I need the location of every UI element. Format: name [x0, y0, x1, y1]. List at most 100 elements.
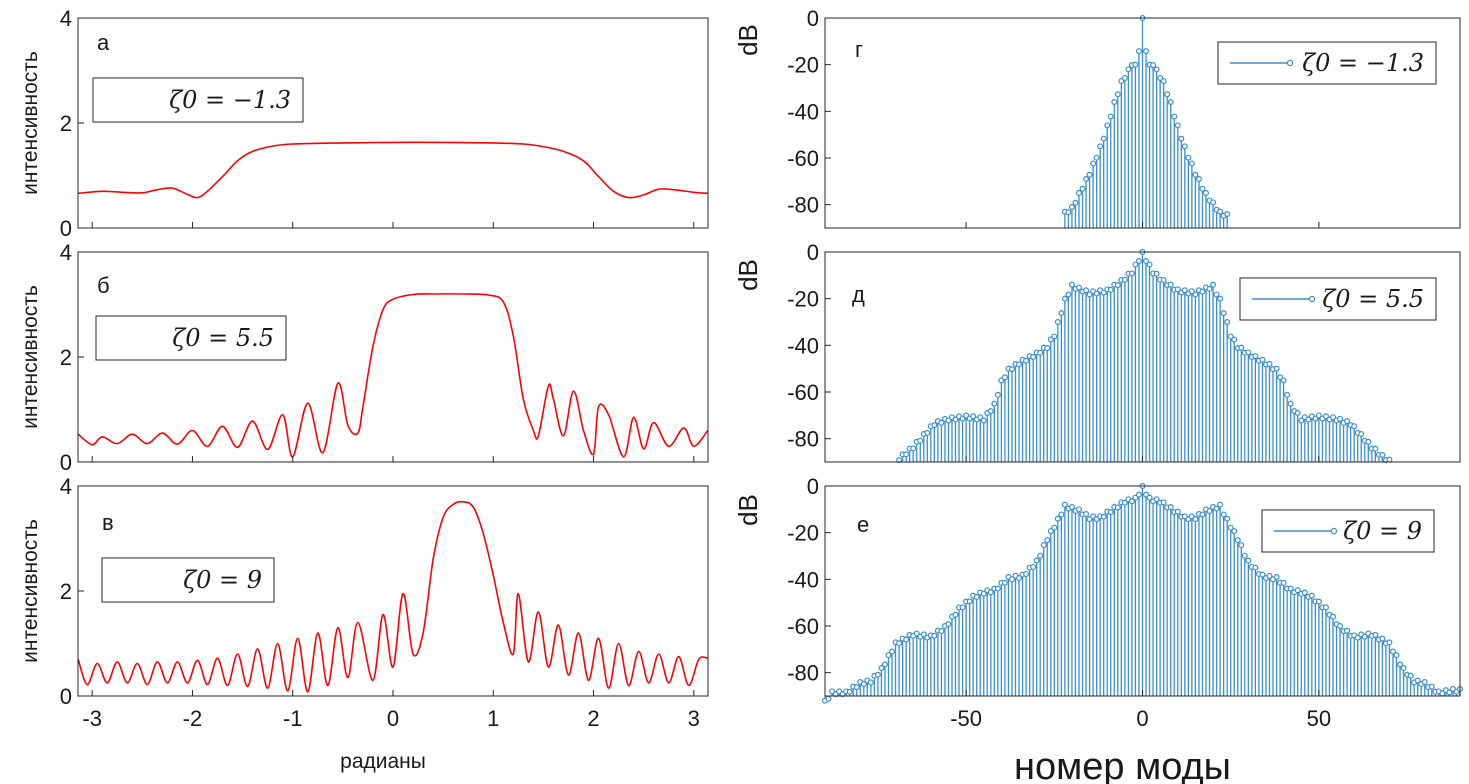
panel-a: 0 2 4 интенсивность а ζ0 = −1.3: [19, 6, 709, 241]
stem-marker: [1171, 113, 1178, 120]
stem-marker: [1421, 678, 1428, 685]
stem-marker: [1100, 513, 1107, 520]
stem-marker: [1245, 349, 1252, 356]
stem-marker: [1132, 61, 1139, 68]
panel-letter-c: в: [102, 510, 114, 535]
stem-marker: [938, 628, 945, 635]
stem-marker: [945, 621, 952, 628]
stem-marker: [1273, 573, 1280, 580]
stem-marker: [1016, 361, 1023, 368]
stem-marker: [1090, 160, 1097, 167]
xtick-label: 0: [387, 706, 399, 731]
stem-marker: [959, 415, 966, 422]
stem-marker: [1315, 412, 1322, 419]
stem-marker: [1146, 261, 1153, 268]
stem-marker: [980, 590, 987, 597]
stem-marker: [885, 652, 892, 659]
stem-marker: [1135, 491, 1142, 498]
stem-marker: [1308, 592, 1315, 599]
stem-marker: [1358, 431, 1365, 438]
ytick-label: -20: [787, 287, 819, 312]
stem-marker: [1192, 171, 1199, 178]
stem-marker: [1114, 504, 1121, 511]
stem-marker: [1164, 91, 1171, 98]
stem-marker: [1284, 391, 1291, 398]
stem-marker: [1072, 199, 1079, 206]
xlabel-f: номер моды: [1014, 746, 1231, 784]
stem-marker: [1280, 377, 1287, 384]
ylabel-c: интенсивность: [19, 519, 42, 663]
stem-marker: [1058, 310, 1065, 317]
intensity-line-c: [77, 500, 708, 693]
stem-marker: [924, 429, 931, 436]
stem-marker: [1093, 154, 1100, 161]
stem-marker: [1044, 345, 1051, 352]
stem-marker: [825, 695, 832, 702]
stem-marker: [987, 589, 994, 596]
stem-marker: [994, 585, 1001, 592]
legend-marker: [1330, 527, 1338, 535]
stem-marker: [860, 681, 867, 688]
stem-marker: [1061, 295, 1068, 302]
stem-marker: [1231, 336, 1238, 343]
stem-marker: [1210, 199, 1217, 206]
stem-marker: [920, 631, 927, 638]
xtick-label: 0: [1136, 706, 1148, 731]
stem-marker: [1389, 648, 1396, 655]
ytick-label: 0: [60, 216, 72, 241]
stem-marker: [1372, 631, 1379, 638]
stem-marker: [1146, 494, 1153, 501]
stem-marker: [1181, 287, 1188, 294]
stem-marker: [896, 640, 903, 647]
ytick-label: 4: [60, 474, 72, 499]
stem-marker: [1224, 211, 1231, 218]
panel-d: 0 -20 -40 -60 -80 dB г ζ0 = −1.3: [733, 6, 1461, 229]
stem-marker: [1322, 604, 1329, 611]
stem-marker: [853, 684, 860, 691]
stem-marker: [1160, 499, 1167, 506]
stem-marker: [1093, 290, 1100, 297]
intensity-line-b: [77, 293, 709, 458]
stem-marker: [1252, 564, 1259, 571]
stem-marker: [1167, 98, 1174, 105]
stem-marker: [1365, 438, 1372, 445]
intensity-line-a: [78, 141, 708, 199]
stem-marker: [1266, 361, 1273, 368]
stem-marker: [1167, 504, 1174, 511]
stem-marker: [1100, 289, 1107, 296]
ytick-label: -60: [787, 614, 819, 639]
panel-c: 0 2 4 -3 -2 -1 0 1 2 3 интенсивность в ζ0 = 9 радианы: [19, 474, 709, 773]
stem-marker: [1294, 587, 1301, 594]
stem-marker: [910, 445, 917, 452]
stem-marker: [1075, 506, 1082, 513]
ytick-label: 0: [807, 6, 819, 31]
legend-label: ζ0 = 9: [183, 566, 262, 594]
stem-marker: [1217, 208, 1224, 215]
stem-marker: [987, 408, 994, 415]
stem-marker: [1315, 598, 1322, 605]
stem-marker: [977, 414, 984, 421]
stem-marker: [1259, 571, 1266, 578]
stem-marker: [1245, 557, 1252, 564]
stem-marker: [1153, 66, 1160, 73]
stem-marker: [1206, 285, 1213, 292]
legend-b: ζ0 = 5.5: [95, 315, 287, 361]
stem-marker: [1121, 276, 1128, 283]
stem-marker: [1044, 537, 1051, 544]
ytick-label: -60: [787, 146, 819, 171]
stem-marker: [1217, 295, 1224, 302]
ytick-label: -80: [787, 193, 819, 218]
panel-f: 0 -20 -40 -60 -80 -50 0 50 dB е ζ0 = 9 номер моды: [733, 474, 1463, 784]
xlabel-c: радианы: [340, 750, 426, 773]
stem-marker: [1386, 456, 1393, 463]
stem-marker: [1054, 319, 1061, 326]
stem-marker: [1312, 415, 1319, 422]
stem-marker: [1016, 575, 1023, 582]
stem-marker: [1337, 415, 1344, 422]
stem-marker: [1065, 209, 1072, 216]
stem-marker: [1033, 557, 1040, 564]
stem-marker: [1065, 291, 1072, 298]
stem-marker: [896, 457, 903, 464]
legend-label: ζ0 = 5.5: [1322, 285, 1424, 313]
stem-marker: [1054, 515, 1061, 522]
